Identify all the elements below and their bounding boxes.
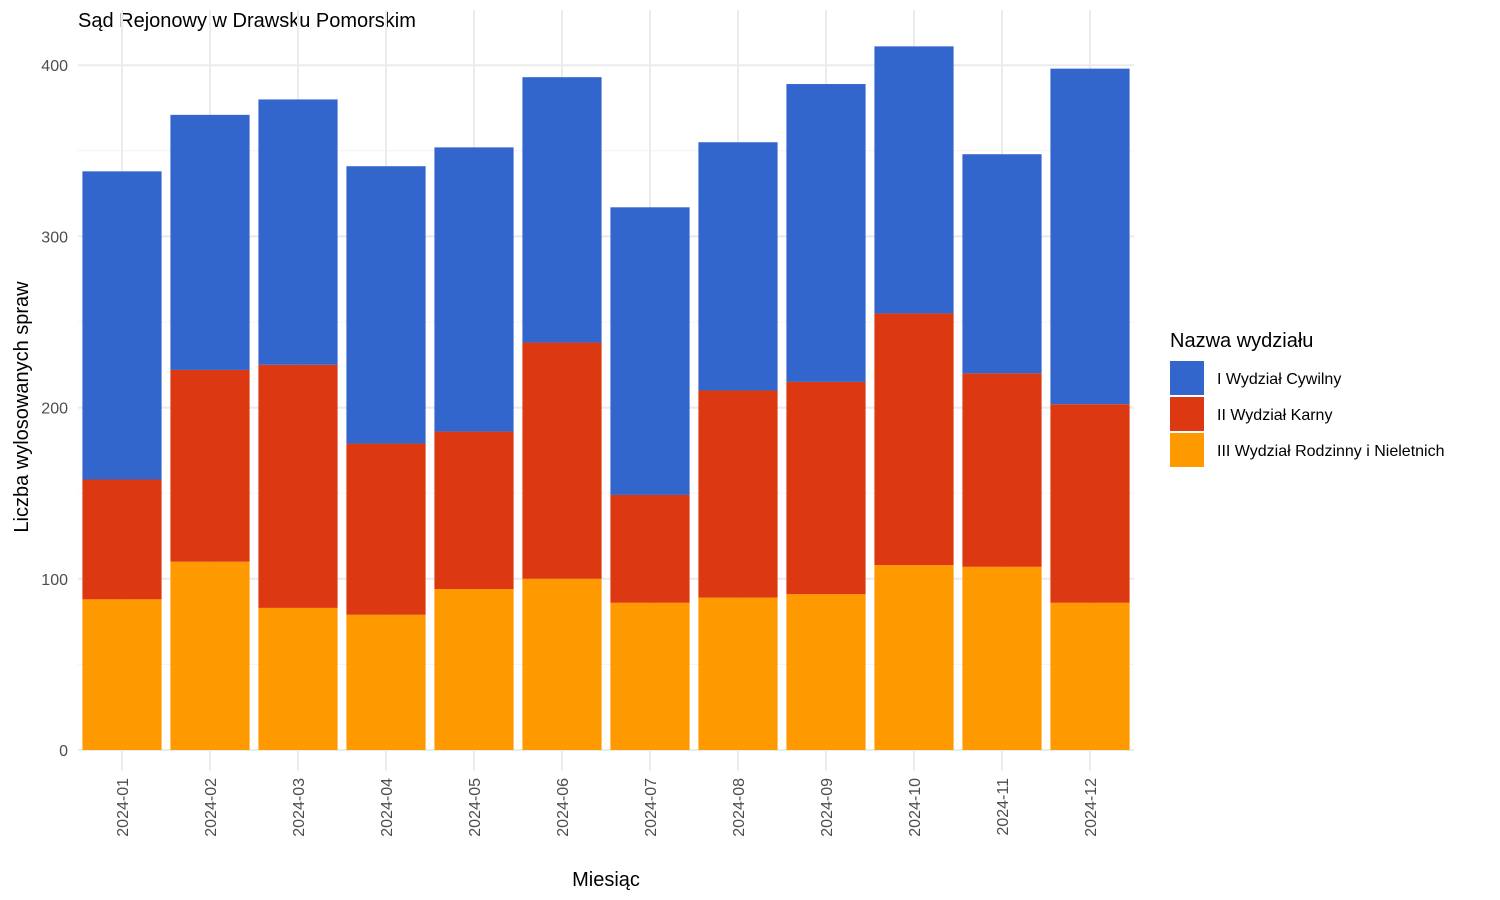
bar-segment <box>522 77 602 343</box>
bar-segment <box>258 99 338 365</box>
y-axis-ticks: 0 100 200 300 400 <box>41 58 68 760</box>
bar-segment <box>434 431 514 590</box>
bar-segment <box>1050 602 1130 750</box>
y-tick-label: 100 <box>41 572 68 589</box>
legend-swatch <box>1170 433 1204 467</box>
bar-segment <box>258 364 338 608</box>
bar-segment <box>82 171 162 480</box>
bar-segment <box>786 594 866 750</box>
legend-swatch <box>1170 361 1204 395</box>
x-tick-label: 2024-11 <box>995 778 1012 836</box>
bar-segment <box>434 589 514 750</box>
bar-segment <box>346 166 426 444</box>
y-tick-label: 0 <box>59 743 68 760</box>
x-axis-ticks: 2024-01 2024-02 2024-03 2024-04 2024-05 2024-… <box>115 778 1100 837</box>
bar-segment <box>874 565 954 750</box>
legend-swatch <box>1170 397 1204 431</box>
bar-segment <box>170 369 250 562</box>
bar-segment <box>962 566 1042 750</box>
bar-segment <box>610 494 690 603</box>
bar-segment <box>610 602 690 750</box>
chart-title: Sąd Rejonowy w Drawsku Pomorskim <box>78 10 416 32</box>
bar-segment <box>346 614 426 750</box>
bar-segment <box>786 84 866 382</box>
bar-segment <box>698 390 778 598</box>
y-tick-label: 400 <box>41 58 68 75</box>
x-tick-label: 2024-05 <box>467 778 484 837</box>
bar-segment <box>170 114 250 370</box>
bar-segment <box>698 597 778 750</box>
bar-segment <box>962 154 1042 374</box>
bar-segment <box>434 147 514 432</box>
bar-segment <box>610 207 690 495</box>
bar-segment <box>874 313 954 566</box>
bar-segment <box>1050 404 1130 603</box>
bar-segment <box>1050 68 1130 405</box>
x-tick-label: 2024-01 <box>115 778 132 837</box>
x-tick-label: 2024-06 <box>555 778 572 837</box>
bar-segment <box>170 561 250 750</box>
x-tick-label: 2024-12 <box>1083 778 1100 837</box>
bar-segment <box>962 373 1042 567</box>
x-tick-label: 2024-10 <box>907 778 924 837</box>
legend-label: I Wydział Cywilny <box>1217 371 1341 388</box>
bar-segment <box>522 342 602 579</box>
bar-segment <box>522 578 602 750</box>
legend-title: Nazwa wydziału <box>1170 330 1313 352</box>
y-tick-label: 200 <box>41 401 68 418</box>
bar-segment <box>346 443 426 615</box>
y-axis-title: Liczba wylosowanych spraw <box>11 281 33 533</box>
x-tick-label: 2024-03 <box>291 778 308 837</box>
x-tick-label: 2024-07 <box>643 778 660 837</box>
bar-segment <box>82 599 162 750</box>
legend: Nazwa wydziału I Wydział Cywilny II Wydzi… <box>1170 330 1445 467</box>
bars <box>82 46 1130 750</box>
bar-segment <box>258 607 338 750</box>
y-tick-label: 300 <box>41 229 68 246</box>
x-tick-label: 2024-09 <box>819 778 836 837</box>
x-tick-label: 2024-02 <box>203 778 220 837</box>
legend-label: II Wydział Karny <box>1217 407 1332 424</box>
bar-segment <box>698 142 778 391</box>
legend-label: III Wydział Rodzinny i Nieletnich <box>1217 443 1445 460</box>
x-tick-label: 2024-08 <box>731 778 748 837</box>
bar-segment <box>82 479 162 600</box>
bar-segment <box>786 381 866 595</box>
x-tick-label: 2024-04 <box>379 778 396 837</box>
x-axis-title: Miesiąc <box>572 869 640 891</box>
bar-segment <box>874 46 954 314</box>
